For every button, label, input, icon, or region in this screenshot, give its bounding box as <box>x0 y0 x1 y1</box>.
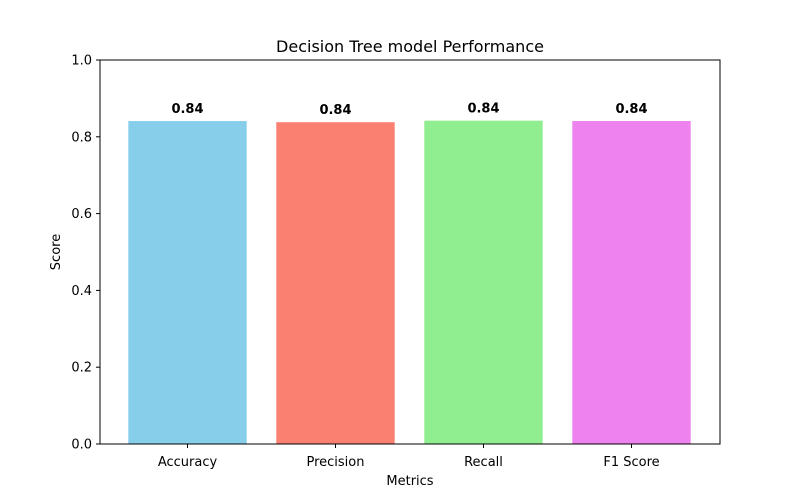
bar-accuracy <box>128 121 247 444</box>
x-tick-label-f1-score: F1 Score <box>603 455 659 470</box>
y-tick-label: 0.2 <box>71 361 92 376</box>
y-tick-label: 0.0 <box>71 438 92 453</box>
bars-group <box>128 120 691 444</box>
data-label-f1-score: 0.84 <box>615 102 647 117</box>
y-tick-label: 0.8 <box>71 130 92 145</box>
y-tick-label: 1.0 <box>71 54 92 69</box>
data-label-recall: 0.84 <box>467 102 499 117</box>
y-tick-label: 0.4 <box>71 284 92 299</box>
x-axis-label: Metrics <box>386 474 433 489</box>
x-tick-label-precision: Precision <box>306 455 364 470</box>
x-tick-label-recall: Recall <box>464 455 503 470</box>
y-axis-ticks: 0.0 0.2 0.4 0.6 0.8 1.0 <box>71 54 100 453</box>
x-axis-ticks: Accuracy Precision Recall F1 Score <box>158 444 660 470</box>
data-label-precision: 0.84 <box>319 103 351 118</box>
bar-precision <box>276 122 395 444</box>
y-axis-label: Score <box>49 234 64 270</box>
data-labels-group: 0.84 0.84 0.84 0.84 <box>171 102 647 119</box>
y-tick-label: 0.6 <box>71 207 92 222</box>
bar-recall <box>424 120 543 444</box>
plot-frame <box>99 59 721 445</box>
bar-f1-score <box>572 121 691 444</box>
data-label-accuracy: 0.84 <box>171 102 203 117</box>
chart-title: Decision Tree model Performance <box>276 37 544 56</box>
x-tick-label-accuracy: Accuracy <box>158 455 218 470</box>
